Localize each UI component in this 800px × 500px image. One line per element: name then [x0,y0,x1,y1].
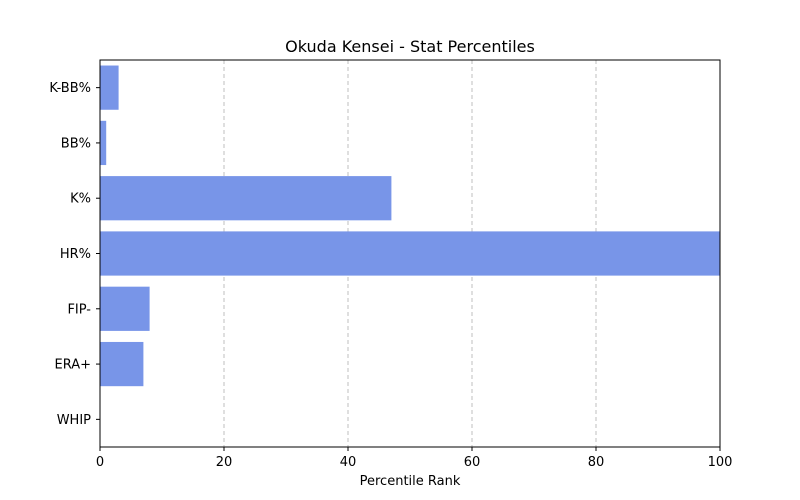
bar [100,341,144,387]
x-axis-label: Percentile Rank [360,474,461,489]
y-tick-label: K% [70,192,91,207]
y-tick-label: WHIP [57,413,91,428]
y-tick-label: ERA+ [54,358,91,373]
x-tick-label: 100 [708,455,733,470]
y-tick-label: FIP- [67,302,91,317]
bar [100,231,720,276]
x-tick-label: 80 [588,455,605,470]
bar [100,176,392,221]
y-tick-label: BB% [61,136,91,151]
y-axis: K-BB% BB% K% HR% FIP- ERA+ WHIP [49,81,100,428]
x-tick-label: 0 [96,455,104,470]
x-tick-label: 60 [464,455,481,470]
bars [100,65,720,387]
grid-lines [223,60,597,447]
bar [100,65,119,110]
bar [100,120,107,166]
y-tick-label: HR% [60,247,91,262]
x-tick-label: 20 [216,455,233,470]
x-axis: 0 20 40 60 80 100 [96,447,733,470]
x-tick-label: 40 [340,455,357,470]
y-tick-label: K-BB% [49,81,91,96]
bar [100,286,150,331]
chart-title: Okuda Kensei - Stat Percentiles [285,37,535,56]
